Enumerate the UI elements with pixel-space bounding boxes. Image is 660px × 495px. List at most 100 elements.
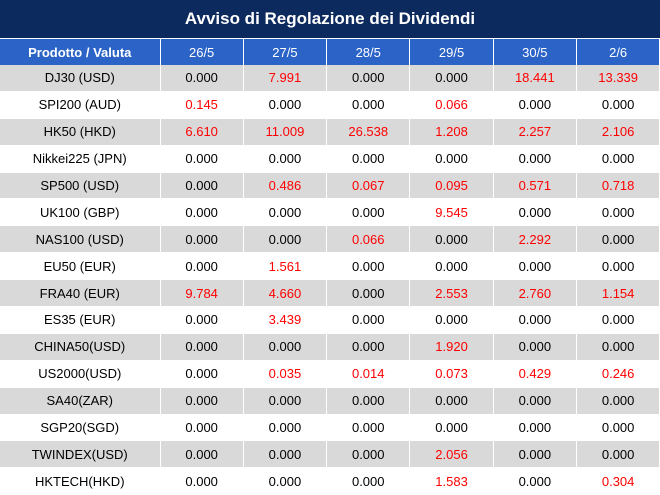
value-cell: 0.000 bbox=[160, 360, 244, 388]
value-cell: 0.000 bbox=[409, 252, 494, 281]
value-cell: 0.000 bbox=[493, 145, 577, 173]
value-cell: 26.538 bbox=[326, 118, 411, 146]
value-cell: 0.095 bbox=[409, 172, 494, 200]
value-cell: 0.000 bbox=[576, 333, 660, 361]
value-cell: 0.000 bbox=[493, 306, 577, 334]
value-cell: 0.000 bbox=[576, 414, 660, 442]
value-cell: 0.066 bbox=[409, 91, 494, 119]
table-row: HK50 (HKD) 6.610 11.009 26.538 1.208 2.257 2.1… bbox=[0, 118, 660, 146]
value-cell: 0.000 bbox=[243, 440, 328, 469]
value-cell: 0.000 bbox=[160, 333, 244, 361]
product-cell: SP500 (USD) bbox=[0, 172, 161, 200]
value-cell: 0.000 bbox=[160, 198, 244, 227]
table-row: HKTECH(HKD) 0.000 0.000 0.000 1.583 0.000 0.30… bbox=[0, 467, 660, 495]
table-body: DJ30 (USD) 0.000 7.991 0.000 0.000 18.441 13.3… bbox=[0, 65, 660, 495]
table-row: SGP20(SGD) 0.000 0.000 0.000 0.000 0.000 0.000 bbox=[0, 414, 660, 442]
value-cell: 2.553 bbox=[409, 279, 494, 308]
value-cell: 0.000 bbox=[326, 387, 411, 415]
value-cell: 2.292 bbox=[493, 225, 577, 254]
value-cell: 0.000 bbox=[576, 306, 660, 334]
value-cell: 3.439 bbox=[243, 306, 328, 334]
column-header-product: Prodotto / Valuta bbox=[0, 39, 161, 65]
table-row: CHINA50(USD) 0.000 0.000 0.000 1.920 0.000 0.0… bbox=[0, 333, 660, 361]
value-cell: 1.920 bbox=[409, 333, 494, 361]
value-cell: 0.000 bbox=[409, 145, 494, 173]
product-cell: DJ30 (USD) bbox=[0, 65, 161, 92]
value-cell: 0.718 bbox=[576, 172, 660, 200]
value-cell: 13.339 bbox=[576, 65, 660, 92]
table-row: ES35 (EUR) 0.000 3.439 0.000 0.000 0.000 0.000 bbox=[0, 306, 660, 334]
value-cell: 0.571 bbox=[493, 172, 577, 200]
value-cell: 0.000 bbox=[493, 467, 577, 495]
table-row: NAS100 (USD) 0.000 0.000 0.066 0.000 2.292 0.0… bbox=[0, 225, 660, 254]
product-cell: SA40(ZAR) bbox=[0, 387, 161, 415]
value-cell: 0.000 bbox=[243, 414, 328, 442]
product-cell: SGP20(SGD) bbox=[0, 414, 161, 442]
value-cell: 0.246 bbox=[576, 360, 660, 388]
value-cell: 0.000 bbox=[243, 198, 328, 227]
value-cell: 0.000 bbox=[160, 252, 244, 281]
table-row: TWINDEX(USD) 0.000 0.000 0.000 2.056 0.000 0.0… bbox=[0, 440, 660, 469]
table-row: DJ30 (USD) 0.000 7.991 0.000 0.000 18.441 13.3… bbox=[0, 65, 660, 92]
product-cell: UK100 (GBP) bbox=[0, 198, 161, 227]
value-cell: 0.000 bbox=[576, 91, 660, 119]
value-cell: 0.000 bbox=[493, 414, 577, 442]
value-cell: 0.486 bbox=[243, 172, 328, 200]
value-cell: 0.000 bbox=[160, 440, 244, 469]
value-cell: 0.145 bbox=[160, 91, 244, 119]
value-cell: 0.429 bbox=[493, 360, 577, 388]
value-cell: 0.000 bbox=[326, 333, 411, 361]
value-cell: 2.257 bbox=[493, 118, 577, 146]
product-cell: Nikkei225 (JPN) bbox=[0, 145, 161, 173]
value-cell: 0.066 bbox=[326, 225, 411, 254]
value-cell: 0.000 bbox=[493, 198, 577, 227]
value-cell: 1.583 bbox=[409, 467, 494, 495]
page-title: Avviso di Regolazione dei Dividendi bbox=[0, 0, 660, 39]
value-cell: 0.000 bbox=[326, 467, 411, 495]
value-cell: 0.000 bbox=[160, 65, 244, 92]
product-cell: EU50 (EUR) bbox=[0, 252, 161, 281]
dividend-table: Prodotto / Valuta 26/5 27/5 28/5 29/5 30… bbox=[0, 39, 660, 495]
product-cell: HK50 (HKD) bbox=[0, 118, 161, 146]
value-cell: 0.000 bbox=[493, 252, 577, 281]
value-cell: 0.000 bbox=[326, 440, 411, 469]
value-cell: 0.000 bbox=[326, 252, 411, 281]
product-cell: SPI200 (AUD) bbox=[0, 91, 161, 119]
table-row: SPI200 (AUD) 0.145 0.000 0.000 0.066 0.000 0.0… bbox=[0, 91, 660, 119]
column-header-date: 29/5 bbox=[409, 39, 494, 65]
value-cell: 0.000 bbox=[160, 467, 244, 495]
table-row: SA40(ZAR) 0.000 0.000 0.000 0.000 0.000 0.000 bbox=[0, 387, 660, 415]
value-cell: 0.000 bbox=[326, 306, 411, 334]
value-cell: 0.000 bbox=[326, 145, 411, 173]
column-header-date: 2/6 bbox=[576, 39, 660, 65]
column-header-date: 27/5 bbox=[243, 39, 328, 65]
value-cell: 0.000 bbox=[409, 65, 494, 92]
value-cell: 0.000 bbox=[243, 467, 328, 495]
value-cell: 0.014 bbox=[326, 360, 411, 388]
value-cell: 0.000 bbox=[493, 440, 577, 469]
value-cell: 0.067 bbox=[326, 172, 411, 200]
value-cell: 0.000 bbox=[326, 279, 411, 308]
value-cell: 0.000 bbox=[409, 225, 494, 254]
value-cell: 0.000 bbox=[326, 65, 411, 92]
value-cell: 2.760 bbox=[493, 279, 577, 308]
value-cell: 6.610 bbox=[160, 118, 244, 146]
column-header-date: 28/5 bbox=[326, 39, 411, 65]
value-cell: 0.035 bbox=[243, 360, 328, 388]
product-cell: ES35 (EUR) bbox=[0, 306, 161, 334]
value-cell: 0.000 bbox=[160, 387, 244, 415]
value-cell: 0.000 bbox=[493, 387, 577, 415]
value-cell: 0.000 bbox=[576, 145, 660, 173]
column-header-date: 26/5 bbox=[160, 39, 244, 65]
value-cell: 7.991 bbox=[243, 65, 328, 92]
value-cell: 0.000 bbox=[409, 387, 494, 415]
value-cell: 9.545 bbox=[409, 198, 494, 227]
value-cell: 0.000 bbox=[243, 333, 328, 361]
table-header-row: Prodotto / Valuta 26/5 27/5 28/5 29/5 30… bbox=[0, 39, 660, 65]
value-cell: 0.000 bbox=[576, 440, 660, 469]
product-cell: HKTECH(HKD) bbox=[0, 467, 161, 495]
value-cell: 0.000 bbox=[493, 91, 577, 119]
value-cell: 0.000 bbox=[576, 198, 660, 227]
value-cell: 2.106 bbox=[576, 118, 660, 146]
